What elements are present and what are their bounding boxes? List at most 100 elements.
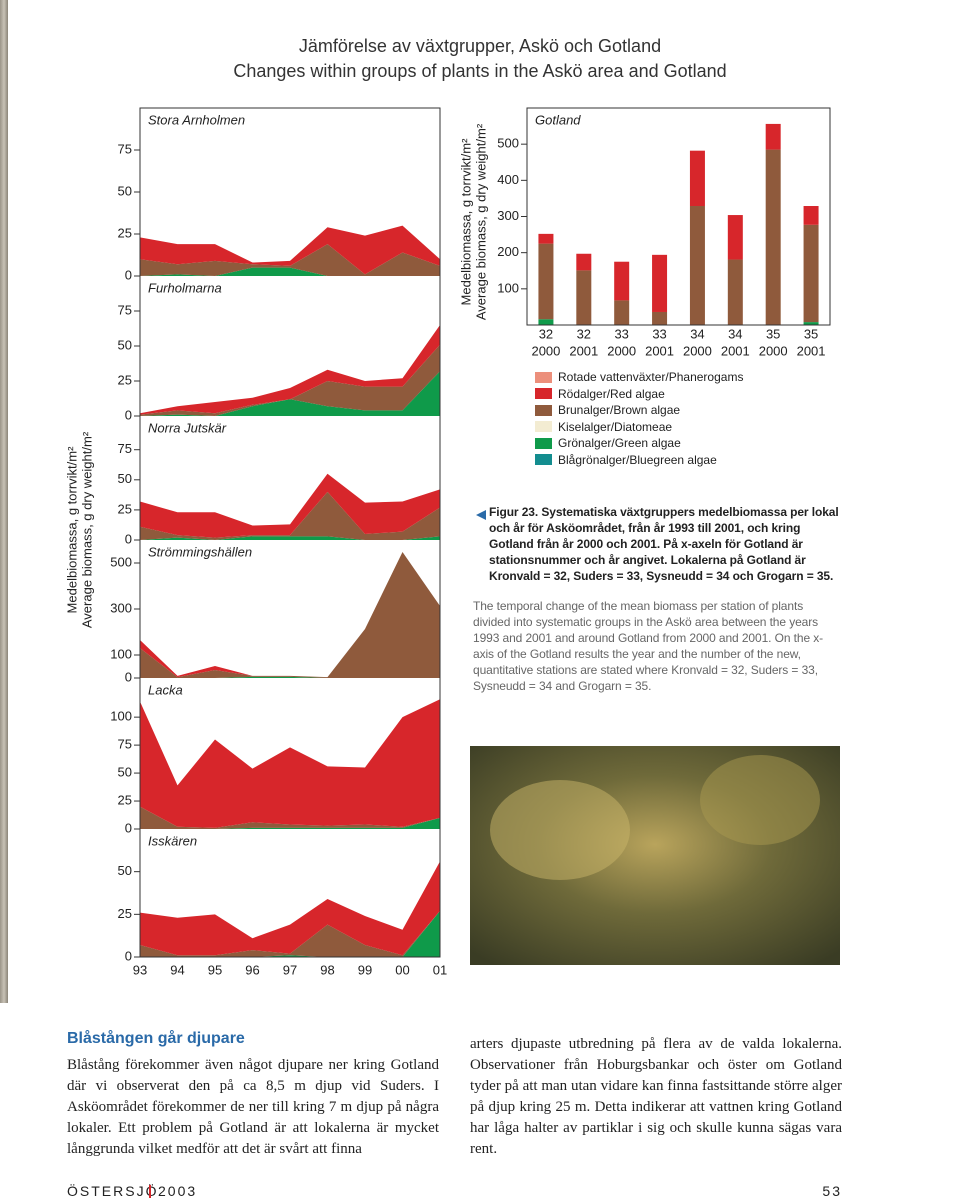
x-tick-label: 2000 <box>607 343 636 358</box>
x-tick-label: 98 <box>320 962 334 977</box>
y-tick-label: 50 <box>118 471 132 486</box>
bar <box>765 123 781 150</box>
page-number: 53 <box>822 1183 842 1199</box>
bar <box>538 243 554 320</box>
y-axis-label: Average biomass, g dry weight/m² <box>79 431 94 628</box>
area <box>140 910 440 957</box>
y-tick-label: 500 <box>110 554 132 569</box>
bar <box>689 206 705 325</box>
panel-title: Stora Arnholmen <box>148 112 245 127</box>
y-axis-label: Medelbiomassa, g torrvikt/m² <box>64 446 79 614</box>
bar <box>576 253 592 271</box>
bar <box>614 261 630 301</box>
legend-swatch <box>535 421 552 433</box>
x-tick-label: 00 <box>395 962 409 977</box>
x-tick-label: 93 <box>133 962 147 977</box>
legend-label: Kiselalger/Diatomeae <box>558 419 673 434</box>
edge-strip <box>0 0 8 1003</box>
legend-item: Blågrönalger/Bluegreen algae <box>535 452 743 469</box>
y-tick-label: 25 <box>118 225 132 240</box>
bar <box>803 224 819 323</box>
area <box>140 910 440 957</box>
y-tick-label: 25 <box>118 792 132 807</box>
x-tick-label: 95 <box>208 962 222 977</box>
legend-item: Grönalger/Green algae <box>535 435 743 452</box>
legend-swatch <box>535 404 552 416</box>
panel-title: Norra Jutskär <box>148 420 227 435</box>
area <box>140 861 440 956</box>
y-tick-label: 50 <box>118 765 132 780</box>
area <box>140 344 440 416</box>
legend-item: Kiselalger/Diatomeae <box>535 419 743 436</box>
bar <box>614 300 630 325</box>
legend-item: Rotade vattenväxter/Phanerogams <box>535 369 743 386</box>
area <box>140 473 440 538</box>
area <box>140 225 440 275</box>
paragraph: Blåstång förekommer även något djupare n… <box>67 1057 439 1157</box>
area <box>140 267 440 276</box>
bar <box>689 150 705 207</box>
charts: Medelbiomassa, g torrvikt/m² Average bio… <box>64 107 840 977</box>
caption-marker <box>476 510 486 520</box>
x-tick-label: 33 <box>652 326 666 341</box>
x-tick-label: 01 <box>433 962 447 977</box>
x-tick-label: 2001 <box>645 343 674 358</box>
paragraph: arters djupaste utbredning på flera av d… <box>470 1036 842 1157</box>
footer-year: 2003 <box>158 1183 198 1199</box>
legend-label: Rotade vattenväxter/Phanerogams <box>558 370 744 385</box>
area <box>140 817 440 829</box>
bar <box>803 322 819 325</box>
x-tick-label: 32 <box>577 326 591 341</box>
x-tick-label: 96 <box>245 962 259 977</box>
x-tick-label: 94 <box>170 962 184 977</box>
y-tick-label: 75 <box>118 737 132 752</box>
y-tick-label: 75 <box>118 302 132 317</box>
y-tick-label: 200 <box>497 244 519 259</box>
y-tick-label: 0 <box>125 407 132 422</box>
x-tick-label: 97 <box>283 962 297 977</box>
y-tick-label: 300 <box>110 600 132 615</box>
bar <box>576 270 592 325</box>
photo-detail <box>700 755 820 845</box>
y-tick-label: 500 <box>497 136 519 151</box>
legend-item: Brunalger/Brown algae <box>535 402 743 419</box>
x-tick-label: 33 <box>614 326 628 341</box>
legend-swatch <box>535 388 552 400</box>
panel-title: Strömmingshällen <box>148 544 252 559</box>
x-tick-label: 2001 <box>569 343 598 358</box>
area <box>140 325 440 415</box>
photo-detail <box>490 780 630 880</box>
x-tick-label: 2001 <box>797 343 826 358</box>
caption-en: The temporal change of the mean biomass … <box>473 599 824 693</box>
y-axis-label: Average biomass, g dry weight/m² <box>473 123 488 320</box>
area <box>140 536 440 540</box>
plot-frame <box>139 107 441 958</box>
y-tick-label: 75 <box>118 441 132 456</box>
bar <box>765 149 781 325</box>
caption-sv: Figur 23. Systematiska växtgruppers mede… <box>489 505 839 583</box>
bar <box>727 259 743 325</box>
legend-item: Rödalger/Red algae <box>535 386 743 403</box>
y-tick-label: 0 <box>125 820 132 835</box>
y-tick-label: 0 <box>125 267 132 282</box>
y-tick-label: 0 <box>125 669 132 684</box>
area <box>140 371 440 416</box>
legend-label: Brunalger/Brown algae <box>558 403 681 418</box>
x-tick-label: 99 <box>358 962 372 977</box>
y-tick-label: 0 <box>125 531 132 546</box>
x-tick-label: 2001 <box>721 343 750 358</box>
bar <box>727 215 743 260</box>
y-tick-label: 75 <box>118 141 132 156</box>
legend-label: Blågrönalger/Bluegreen algae <box>558 452 717 467</box>
y-tick-label: 25 <box>118 501 132 516</box>
plot-frame <box>526 107 831 326</box>
legend-swatch <box>535 437 552 449</box>
y-tick-label: 400 <box>497 172 519 187</box>
x-tick-label: 2000 <box>531 343 560 358</box>
bar <box>652 311 668 325</box>
y-tick-label: 100 <box>110 646 132 661</box>
legend: Rotade vattenväxter/Phanerogams Rödalger/… <box>535 369 743 468</box>
x-tick-label: 2000 <box>759 343 788 358</box>
y-tick-label: 100 <box>110 709 132 724</box>
